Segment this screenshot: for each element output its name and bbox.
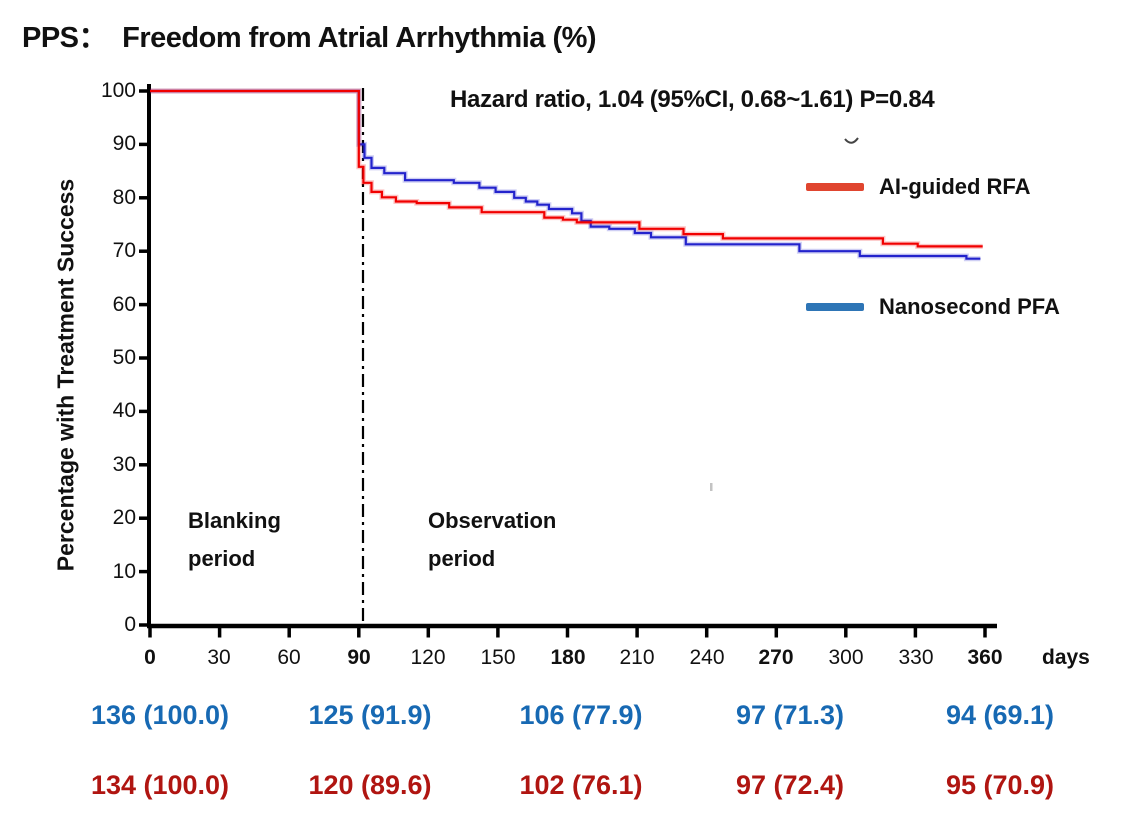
x-tick-label: 180	[550, 646, 586, 669]
tilde-mark	[844, 137, 859, 144]
y-tick-label: 70	[112, 239, 136, 262]
y-tick-label: 10	[112, 560, 136, 583]
legend-item-nanosecond-pfa: Nanosecond PFA	[806, 294, 1060, 320]
x-tick-label: 120	[410, 646, 446, 669]
km-curve-ai-guided-rfa	[150, 88, 983, 249]
x-tick-label: 300	[828, 646, 864, 669]
y-tick-label: 20	[112, 506, 136, 529]
x-tick-label: 0	[144, 646, 156, 669]
risk-value: 134 (100.0)	[90, 770, 230, 800]
risk-value: 94 (69.1)	[945, 700, 1055, 730]
risk-value: 102 (76.1)	[519, 770, 643, 800]
x-axis-unit-label: days	[1042, 646, 1090, 669]
x-tick-label: 150	[480, 646, 516, 669]
y-tick-label: 100	[100, 79, 136, 102]
y-tick-label: 40	[112, 399, 136, 422]
blanking-period-label: Blanking period	[188, 508, 281, 571]
stray-mark	[710, 483, 713, 491]
x-tick-label: 330	[898, 646, 934, 669]
axis-tick-marks	[139, 89, 987, 638]
y-tick-label: 80	[112, 186, 136, 209]
page-title: PPS： Freedom from Atrial Arrhythmia (%)	[22, 22, 597, 54]
y-tick-label: 50	[112, 346, 136, 369]
risk-value: 97 (71.3)	[735, 700, 845, 730]
x-tick-label: 270	[758, 646, 794, 669]
risk-value: 125 (91.9)	[308, 700, 432, 730]
x-tick-label: 30	[207, 646, 231, 669]
x-tick-label: 60	[277, 646, 301, 669]
risk-value: 95 (70.9)	[945, 770, 1055, 800]
y-tick-label: 60	[112, 293, 136, 316]
hazard-ratio-annotation: Hazard ratio, 1.04 (95%CI, 0.68~1.61) P=…	[450, 86, 935, 113]
x-tick-label: 360	[967, 646, 1003, 669]
y-tick-label: 90	[112, 132, 136, 155]
risk-row-ai-guided-rfa: 134 (100.0) 120 (89.6) 102 (76.1) 97 (72…	[0, 770, 1126, 804]
km-curves	[150, 88, 983, 262]
legend-swatch-blue	[806, 303, 864, 311]
x-tick-label: 90	[347, 646, 371, 669]
km-curve-ai-guided-rfa	[150, 89, 983, 248]
legend-swatch-red	[806, 183, 864, 191]
y-tick-label: 30	[112, 453, 136, 476]
legend-label: Nanosecond PFA	[879, 294, 1060, 319]
risk-row-nanosecond-pfa: 136 (100.0) 125 (91.9) 106 (77.9) 97 (71…	[0, 700, 1126, 734]
risk-value: 120 (89.6)	[308, 770, 432, 800]
risk-value: 136 (100.0)	[90, 700, 230, 730]
legend-item-ai-guided-rfa: AI-guided RFA	[806, 174, 1031, 200]
risk-value: 106 (77.9)	[519, 700, 643, 730]
risk-value: 97 (72.4)	[735, 770, 845, 800]
km-curve-nanosecond-pfa	[150, 88, 981, 262]
observation-period-label: Observation period	[428, 508, 557, 571]
km-curve-nanosecond-pfa	[150, 89, 981, 260]
x-tick-label: 240	[689, 646, 725, 669]
y-tick-label: 0	[124, 613, 136, 636]
x-tick-label: 210	[619, 646, 655, 669]
legend-label: AI-guided RFA	[879, 174, 1031, 199]
